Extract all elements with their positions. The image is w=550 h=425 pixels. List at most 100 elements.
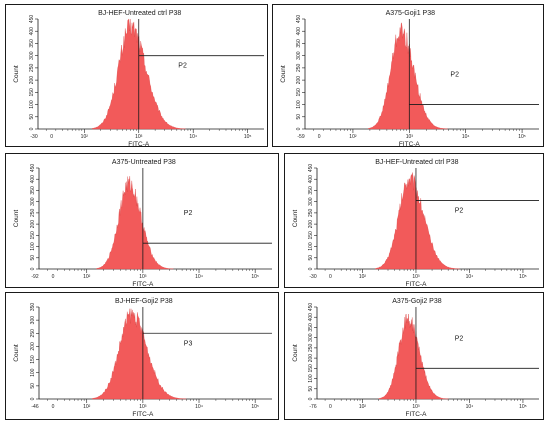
x-zero-label: 0 xyxy=(52,404,55,410)
y-tick-label: 100 xyxy=(30,242,36,251)
y-axis-label: Count xyxy=(292,344,299,362)
histogram-plot: BJ-HEF-Untreated ctrl P38 0 50 100 150 200 250… xyxy=(292,159,539,288)
x-tick-label: 10² xyxy=(359,404,367,410)
y-tick-label: 450 xyxy=(308,164,314,173)
y-tick-label: 400 xyxy=(296,27,302,36)
y-tick-label: 150 xyxy=(296,88,302,97)
x-min-label: -76 xyxy=(309,404,316,410)
y-tick-label: 50 xyxy=(308,386,314,392)
histogram-plot: BJ-HEF-Goji2 P38 0 50 100 150 200 250 300 350 Cou… xyxy=(13,298,272,418)
histogram-area xyxy=(96,176,174,270)
y-axis-label: Count xyxy=(13,344,20,362)
histogram-plot: A375-Untreated P38 0 50 100 150 200 250 300 350 4… xyxy=(13,159,272,288)
panel-title: A375-Untreated P38 xyxy=(112,159,176,166)
x-axis-label: FITC-A xyxy=(399,141,421,148)
x-tick-label: 10² xyxy=(83,274,91,280)
x-tick-label: 10² xyxy=(81,134,89,140)
x-tick-label: 10⁴ xyxy=(195,274,203,280)
histogram-panel-4: BJ-HEF-Untreated ctrl P38 0 50 100 150 200 250… xyxy=(284,153,544,288)
y-tick-label: 400 xyxy=(29,27,35,36)
x-min-label: -59 xyxy=(297,134,304,140)
y-tick-label: 100 xyxy=(308,374,314,383)
histogram-plot: A375-Goji1 P38 0 50 100 150 200 250 300 350 400 45… xyxy=(280,10,539,148)
y-tick-label: 150 xyxy=(308,231,314,240)
gate-label: P2 xyxy=(455,208,464,215)
panel-title: BJ-HEF-Untreated ctrl P38 xyxy=(375,159,458,166)
x-axis-label: FITC-A xyxy=(132,281,154,288)
panel-title: BJ-HEF-Untreated ctrl P38 xyxy=(98,10,181,17)
histogram-panel-2: A375-Goji1 P38 0 50 100 150 200 250 300 350 400 45… xyxy=(272,4,544,148)
y-tick-label: 350 xyxy=(30,303,36,312)
y-tick-label: 100 xyxy=(296,100,302,109)
x-min-label: -30 xyxy=(309,274,316,280)
y-tick-label: 0 xyxy=(308,397,314,400)
x-tick-label: 10⁴ xyxy=(189,134,197,140)
y-tick-label: 300 xyxy=(308,333,314,342)
x-tick-label: 10³ xyxy=(412,274,420,280)
y-tick-label: 350 xyxy=(308,323,314,332)
x-zero-label: 0 xyxy=(318,134,321,140)
y-tick-label: 100 xyxy=(308,242,314,251)
histogram-area xyxy=(91,308,187,400)
x-tick-label: 10³ xyxy=(139,274,147,280)
y-tick-label: 50 xyxy=(308,255,314,261)
histogram-area xyxy=(368,22,448,130)
y-axis-label: Count xyxy=(292,210,299,228)
y-tick-label: 350 xyxy=(296,39,302,48)
x-min-label: -46 xyxy=(31,404,38,410)
y-tick-label: 0 xyxy=(30,397,36,400)
y-tick-label: 450 xyxy=(30,164,36,173)
x-zero-label: 0 xyxy=(329,404,332,410)
y-tick-label: 350 xyxy=(30,186,36,195)
x-tick-label: 10² xyxy=(83,404,91,410)
x-tick-label: 10³ xyxy=(406,134,414,140)
histogram-area xyxy=(378,313,449,400)
x-tick-label: 10³ xyxy=(139,404,147,410)
y-tick-label: 50 xyxy=(296,114,302,120)
y-tick-label: 400 xyxy=(30,175,36,184)
x-axis-label: FITC-A xyxy=(405,411,427,418)
y-tick-label: 0 xyxy=(30,267,36,270)
x-tick-label: 10⁵ xyxy=(518,134,526,140)
y-tick-label: 250 xyxy=(308,343,314,352)
y-tick-label: 250 xyxy=(308,208,314,217)
y-tick-label: 150 xyxy=(30,231,36,240)
x-tick-label: 10² xyxy=(349,134,357,140)
y-tick-label: 50 xyxy=(29,114,35,120)
y-tick-label: 300 xyxy=(296,51,302,60)
y-tick-label: 200 xyxy=(30,342,36,351)
y-tick-label: 50 xyxy=(30,383,36,389)
y-tick-label: 250 xyxy=(29,63,35,72)
x-zero-label: 0 xyxy=(329,274,332,280)
x-zero-label: 0 xyxy=(52,274,55,280)
x-tick-label: 10⁵ xyxy=(519,404,527,410)
gate-label: P2 xyxy=(450,72,459,79)
x-tick-label: 10⁴ xyxy=(195,404,203,410)
y-tick-label: 200 xyxy=(30,220,36,229)
x-axis-label: FITC-A xyxy=(132,411,154,418)
x-tick-label: 10⁴ xyxy=(466,404,474,410)
panel-title: A375-Goji2 P38 xyxy=(392,298,442,305)
y-tick-label: 450 xyxy=(296,15,302,24)
y-tick-label: 250 xyxy=(30,208,36,217)
y-tick-label: 300 xyxy=(30,197,36,206)
panel-title: A375-Goji1 P38 xyxy=(386,10,436,17)
y-tick-label: 400 xyxy=(308,313,314,322)
x-axis-label: FITC-A xyxy=(128,141,150,148)
x-tick-label: 10⁴ xyxy=(462,134,470,140)
gate-label: P2 xyxy=(455,335,464,342)
x-min-label: -30 xyxy=(30,134,37,140)
histogram-area xyxy=(375,172,460,270)
y-tick-label: 350 xyxy=(308,186,314,195)
y-tick-label: 250 xyxy=(30,329,36,338)
y-tick-label: 300 xyxy=(29,51,35,60)
y-tick-label: 300 xyxy=(308,197,314,206)
x-zero-label: 0 xyxy=(50,134,53,140)
histogram-panel-6: A375-Goji2 P38 0 50 100 150 200 250 300 350 400 45… xyxy=(284,292,544,420)
histogram-panel-5: BJ-HEF-Goji2 P38 0 50 100 150 200 250 300 350 Cou… xyxy=(5,292,279,420)
gate-label: P3 xyxy=(184,340,193,347)
y-tick-label: 350 xyxy=(29,39,35,48)
histogram-plot: BJ-HEF-Untreated ctrl P38 0 50 100 150 200 250… xyxy=(13,10,264,148)
x-axis-label: FITC-A xyxy=(405,281,427,288)
x-min-label: -92 xyxy=(31,274,38,280)
